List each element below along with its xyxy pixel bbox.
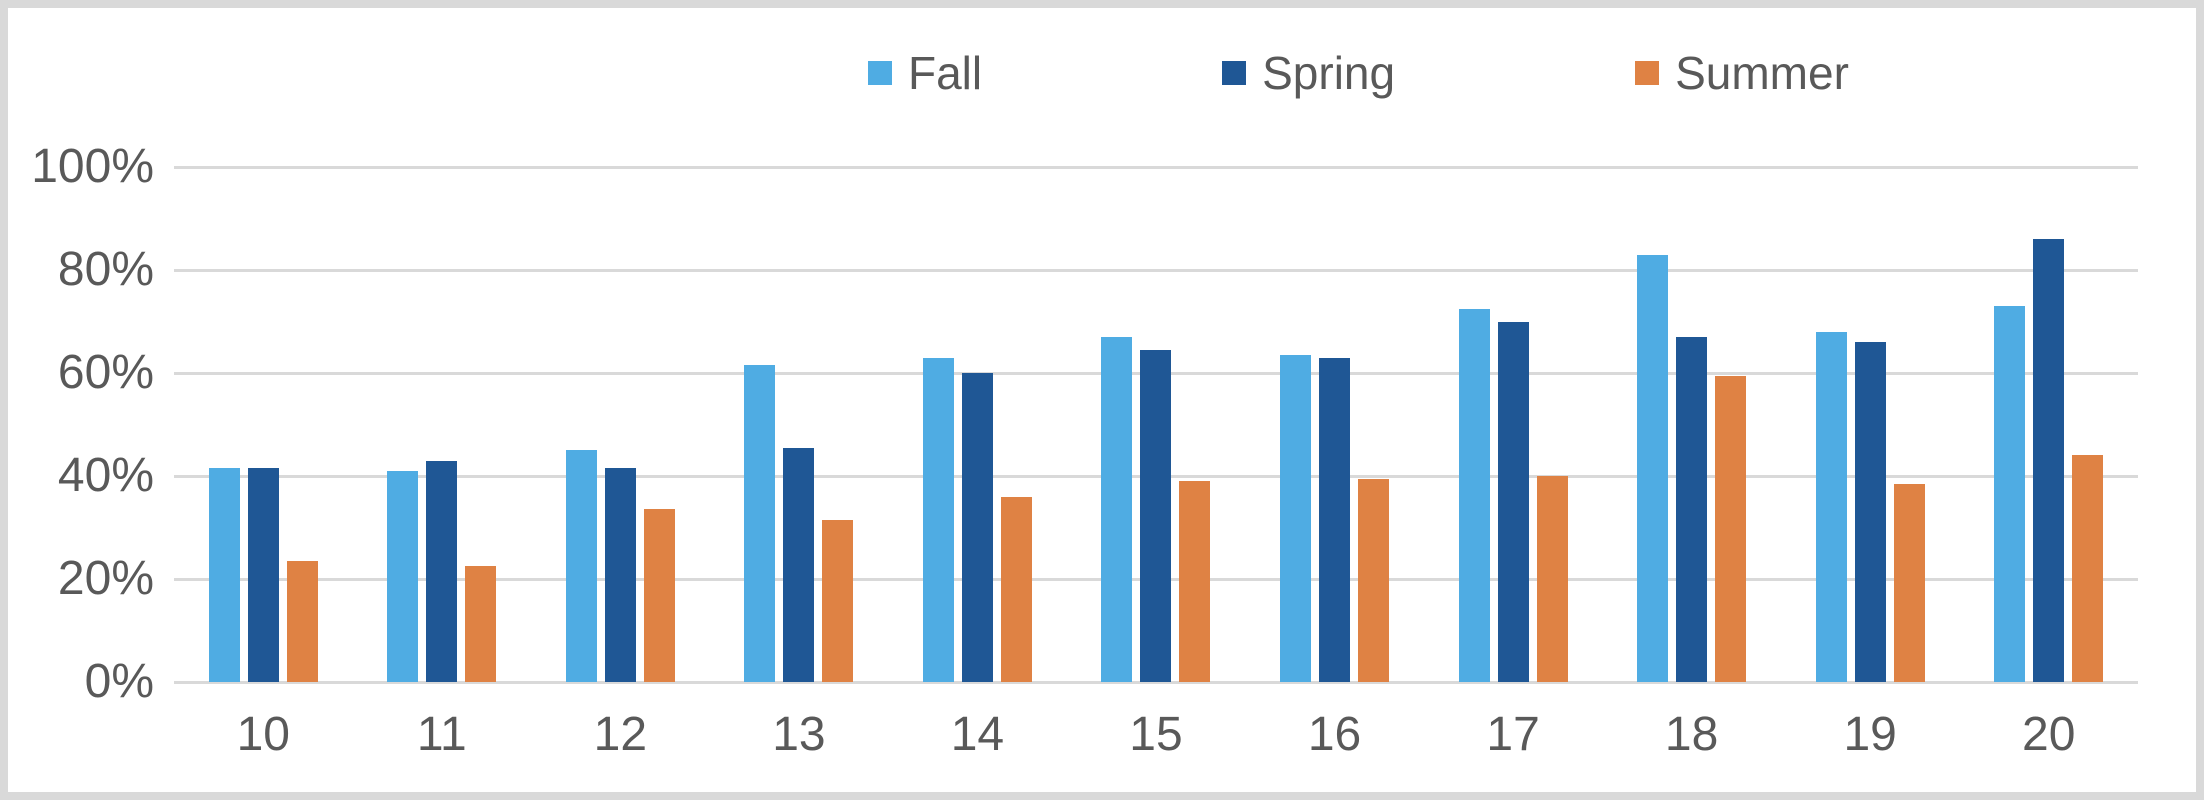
bar-group-11 bbox=[353, 167, 532, 682]
x-tick-label-10: 10 bbox=[236, 708, 290, 761]
bar-spring-10[interactable] bbox=[247, 468, 279, 682]
bar-spring-20[interactable] bbox=[2033, 239, 2065, 682]
bar-summer-15[interactable] bbox=[1179, 481, 1211, 682]
bar-summer-16[interactable] bbox=[1358, 478, 1390, 682]
gridline-100 bbox=[174, 166, 2138, 169]
bar-spring-11[interactable] bbox=[426, 460, 458, 682]
legend-swatch-summer bbox=[1635, 61, 1660, 85]
bar-group-14 bbox=[888, 167, 1067, 682]
x-tick-label-16: 16 bbox=[1307, 708, 1362, 761]
x-tick-label-12: 12 bbox=[593, 708, 648, 761]
bar-group-15 bbox=[1067, 167, 1246, 682]
x-tick-label-11: 11 bbox=[416, 708, 467, 761]
y-tick-label-100: 100% bbox=[31, 140, 154, 193]
bar-group-19 bbox=[1781, 167, 1960, 682]
bar-spring-13[interactable] bbox=[783, 447, 815, 682]
gridline-80 bbox=[174, 269, 2138, 272]
y-tick-label-20: 20% bbox=[57, 552, 154, 605]
legend-swatch-spring bbox=[1222, 61, 1247, 85]
legend-label: Spring bbox=[1262, 47, 1396, 99]
bar-fall-18[interactable] bbox=[1637, 254, 1669, 682]
bar-fall-15[interactable] bbox=[1101, 336, 1133, 682]
bar-fall-19[interactable] bbox=[1815, 331, 1847, 682]
bar-group-12 bbox=[531, 167, 710, 682]
y-tick-label-40: 40% bbox=[57, 449, 154, 502]
bar-fall-13[interactable] bbox=[744, 365, 776, 682]
bar-spring-15[interactable] bbox=[1140, 349, 1172, 682]
bar-spring-19[interactable] bbox=[1854, 342, 1886, 682]
bar-spring-16[interactable] bbox=[1319, 357, 1351, 682]
x-tick-label-19: 19 bbox=[1843, 708, 1897, 761]
bar-spring-18[interactable] bbox=[1676, 336, 1708, 682]
legend-label: Fall bbox=[908, 47, 983, 99]
bar-summer-14[interactable] bbox=[1000, 496, 1032, 682]
bar-group-20 bbox=[1959, 167, 2138, 682]
x-tick-label-20: 20 bbox=[2022, 708, 2076, 761]
y-tick-label-80: 80% bbox=[57, 243, 154, 296]
bar-fall-16[interactable] bbox=[1280, 354, 1312, 682]
bar-fall-12[interactable] bbox=[565, 450, 597, 682]
bar-group-10 bbox=[174, 167, 353, 682]
bar-summer-18[interactable] bbox=[1715, 375, 1747, 682]
bar-summer-17[interactable] bbox=[1536, 476, 1568, 682]
bar-summer-20[interactable] bbox=[2072, 455, 2104, 682]
bar-summer-11[interactable] bbox=[465, 566, 497, 682]
x-tick-label-17: 17 bbox=[1486, 708, 1540, 761]
legend-item-summer[interactable]: Summer bbox=[1635, 47, 1849, 99]
x-tick-label-13: 13 bbox=[772, 708, 826, 761]
bar-summer-19[interactable] bbox=[1893, 483, 1925, 682]
x-tick-label-18: 18 bbox=[1664, 708, 1719, 761]
legend-item-fall[interactable]: Fall bbox=[868, 47, 982, 99]
bar-fall-14[interactable] bbox=[922, 357, 954, 682]
bar-spring-14[interactable] bbox=[961, 373, 993, 682]
x-tick-label-14: 14 bbox=[950, 708, 1005, 761]
legend-item-spring[interactable]: Spring bbox=[1222, 47, 1395, 99]
bar-spring-12[interactable] bbox=[604, 468, 636, 682]
y-tick-label-0: 0% bbox=[84, 655, 154, 708]
bar-summer-10[interactable] bbox=[286, 560, 318, 682]
chart-legend: Fall Spring Summer bbox=[868, 47, 1849, 99]
legend-label: Summer bbox=[1675, 47, 1849, 99]
bar-summer-12[interactable] bbox=[643, 509, 675, 682]
bar-group-16 bbox=[1245, 167, 1424, 682]
bar-fall-11[interactable] bbox=[387, 470, 419, 682]
bar-fall-20[interactable] bbox=[1994, 306, 2026, 682]
bar-fall-17[interactable] bbox=[1458, 308, 1490, 682]
bar-group-13 bbox=[710, 167, 889, 682]
bar-summer-13[interactable] bbox=[822, 519, 854, 682]
bar-group-18 bbox=[1602, 167, 1781, 682]
gridline-0 bbox=[174, 681, 2138, 684]
bar-fall-10[interactable] bbox=[208, 468, 240, 682]
legend-swatch-fall bbox=[868, 61, 892, 85]
y-tick-label-60: 60% bbox=[57, 346, 154, 399]
bar-spring-17[interactable] bbox=[1497, 321, 1529, 682]
plot-area: 0% 20% 40% 60% 80% 100% 10 11 12 13 14 15 16 17 18 19 20 bbox=[8, 8, 2196, 792]
x-tick-label-15: 15 bbox=[1129, 708, 1183, 761]
bar-group-17 bbox=[1424, 167, 1603, 682]
